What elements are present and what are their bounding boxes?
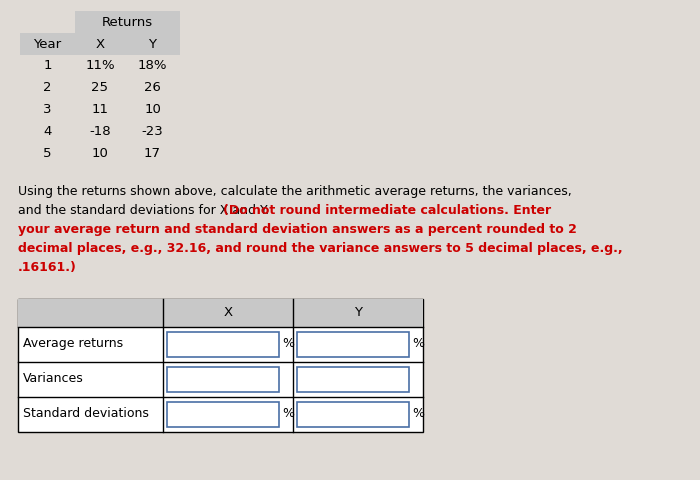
Text: (Do not round intermediate calculations. Enter: (Do not round intermediate calculations.… bbox=[223, 204, 551, 216]
Bar bbox=[297, 332, 409, 357]
Text: Variances: Variances bbox=[23, 371, 84, 384]
Text: Y: Y bbox=[148, 38, 157, 51]
Bar bbox=[297, 402, 409, 427]
Text: Using the returns shown above, calculate the arithmetic average returns, the var: Using the returns shown above, calculate… bbox=[18, 185, 572, 198]
Text: -23: -23 bbox=[141, 125, 163, 138]
Text: decimal places, e.g., 32.16, and round the variance answers to 5 decimal places,: decimal places, e.g., 32.16, and round t… bbox=[18, 241, 622, 254]
Text: your average return and standard deviation answers as a percent rounded to 2: your average return and standard deviati… bbox=[18, 223, 577, 236]
Text: 11%: 11% bbox=[85, 59, 115, 72]
Text: 10: 10 bbox=[92, 147, 108, 160]
Text: 25: 25 bbox=[92, 81, 108, 94]
Bar bbox=[297, 367, 409, 392]
Text: -18: -18 bbox=[89, 125, 111, 138]
Bar bbox=[167, 402, 279, 427]
Text: %: % bbox=[412, 336, 424, 349]
Text: Standard deviations: Standard deviations bbox=[23, 406, 149, 419]
Bar bbox=[18, 300, 423, 432]
Text: and the standard deviations for X and Y.: and the standard deviations for X and Y. bbox=[18, 204, 273, 216]
Bar bbox=[167, 332, 279, 357]
Bar bbox=[20, 34, 180, 56]
Text: 26: 26 bbox=[144, 81, 161, 94]
Bar bbox=[75, 12, 180, 34]
Text: 18%: 18% bbox=[138, 59, 167, 72]
Text: X: X bbox=[95, 38, 104, 51]
Text: Returns: Returns bbox=[102, 16, 153, 29]
Bar bbox=[167, 367, 279, 392]
Bar bbox=[18, 300, 423, 327]
Text: %: % bbox=[282, 406, 294, 419]
Text: %: % bbox=[412, 406, 424, 419]
Text: 17: 17 bbox=[144, 147, 161, 160]
Text: 1: 1 bbox=[43, 59, 52, 72]
Text: Y: Y bbox=[354, 305, 362, 318]
Text: X: X bbox=[223, 305, 232, 318]
Text: 4: 4 bbox=[43, 125, 52, 138]
Text: Year: Year bbox=[34, 38, 62, 51]
Text: 10: 10 bbox=[144, 103, 161, 116]
Text: 3: 3 bbox=[43, 103, 52, 116]
Text: 5: 5 bbox=[43, 147, 52, 160]
Text: .16161.): .16161.) bbox=[18, 261, 77, 274]
Text: Average returns: Average returns bbox=[23, 336, 123, 349]
Text: %: % bbox=[282, 336, 294, 349]
Text: 11: 11 bbox=[92, 103, 108, 116]
Text: 2: 2 bbox=[43, 81, 52, 94]
